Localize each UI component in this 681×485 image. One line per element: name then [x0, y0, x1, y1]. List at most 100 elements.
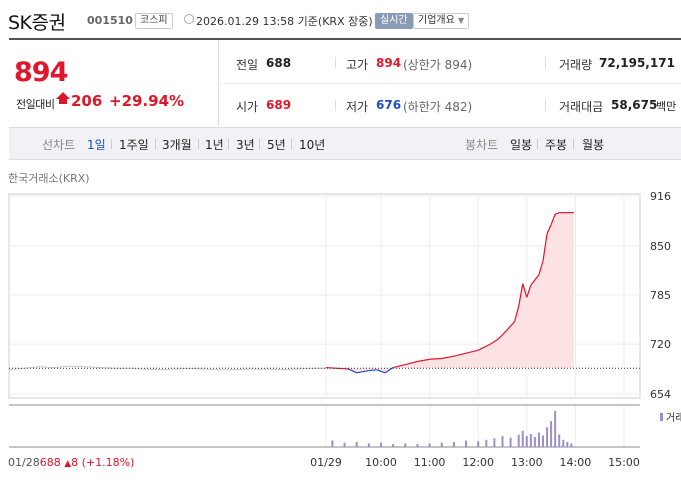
prev-day-price-line — [8, 365, 326, 371]
stat-separator — [335, 57, 336, 69]
volume-bar — [404, 443, 407, 447]
tab-separator — [259, 139, 260, 149]
price-segment — [417, 358, 430, 363]
price-segment — [393, 363, 406, 369]
tab-1week[interactable]: 1주일 — [119, 138, 149, 152]
y-axis-labels: 916 850 785 720 654 — [650, 190, 671, 401]
prev-day-date: 01/28 — [8, 456, 40, 469]
volume-bar — [343, 442, 346, 447]
volume-bar — [416, 444, 419, 447]
low-label: 저가 — [346, 100, 369, 114]
price-segment — [384, 367, 394, 374]
tab-daily-candle[interactable]: 일봉 — [510, 138, 533, 152]
prev-day-pct: (+1.18%) — [81, 456, 135, 469]
line-chart-label: 선차트 — [42, 138, 76, 152]
realtime-button[interactable]: 실시간 — [375, 13, 413, 29]
volume-bar — [477, 441, 480, 447]
price-segment — [498, 330, 507, 340]
volume-bar — [550, 421, 553, 447]
chart-tab-bar — [9, 127, 681, 160]
price-segment — [518, 283, 524, 307]
price-segment — [542, 233, 548, 262]
clock-icon — [184, 14, 194, 24]
price-segment — [429, 357, 442, 360]
current-price: 894 — [14, 57, 68, 88]
price-segment — [405, 360, 418, 366]
tab-3months[interactable]: 3개월 — [162, 138, 192, 152]
y-tick-label: 654 — [650, 388, 671, 401]
tab-separator — [291, 139, 292, 149]
tab-3years[interactable]: 3년 — [236, 138, 255, 152]
volume-bar — [452, 441, 455, 447]
up-triangle-icon: ▲ — [64, 459, 72, 469]
tab-separator — [537, 139, 538, 149]
quote-datetime: 2026.01.29 13:58 기준(KRX 장중) — [196, 15, 373, 28]
price-segment — [526, 284, 532, 298]
volume-bar — [562, 439, 565, 447]
price-segment — [550, 213, 556, 225]
price-segment — [514, 306, 520, 322]
price-segment — [453, 352, 467, 357]
volume-bar — [566, 441, 569, 447]
volume-bar — [554, 411, 557, 447]
market-badge: 코스피 — [135, 13, 173, 29]
tab-1day[interactable]: 1일 — [87, 138, 106, 152]
volume-bar — [521, 430, 524, 447]
volume-bar — [546, 427, 549, 447]
today-price-line — [325, 212, 574, 374]
price-segment — [554, 212, 560, 215]
volume-bar — [465, 440, 468, 447]
prev-day-change: 8 — [71, 456, 79, 469]
stock-name: SK증권 — [8, 12, 66, 34]
prev-close-value: 688 — [266, 56, 292, 70]
y-tick-label: 850 — [650, 240, 671, 253]
volume-bar — [533, 436, 536, 447]
tab-weekly-candle[interactable]: 주봉 — [545, 138, 568, 152]
volume-bar — [331, 440, 334, 447]
tab-separator — [198, 139, 199, 149]
price-segment — [376, 369, 386, 374]
company-overview-dropdown[interactable]: 기업개요 ▼ — [413, 13, 470, 29]
stat-separator — [545, 57, 546, 69]
volume-bar — [392, 444, 395, 447]
open-value: 689 — [266, 98, 292, 112]
volume-legend-swatch — [660, 413, 663, 421]
price-segment — [506, 321, 516, 331]
volume-bar — [501, 436, 504, 447]
x-tick-label: 13:00 — [511, 456, 543, 469]
amount-label: 거래대금 — [559, 100, 604, 114]
price-segment — [546, 224, 552, 235]
header-divider — [9, 38, 681, 40]
stat-separator — [545, 99, 546, 111]
volume-bar — [529, 434, 532, 447]
price-segment — [348, 368, 357, 374]
price-plot-frame — [8, 193, 641, 399]
x-tick-label: 11:00 — [414, 456, 446, 469]
x-tick-label: 15:00 — [608, 456, 640, 469]
volume-bar — [570, 443, 573, 447]
volume-value: 72,195,171 — [599, 56, 675, 70]
chevron-down-icon: ▼ — [458, 16, 465, 25]
prev-day-summary: 01/28688 ▲8 (+1.18%) — [8, 456, 134, 469]
y-tick-label: 720 — [650, 338, 671, 351]
stats-divider — [219, 83, 681, 84]
tab-1year[interactable]: 1년 — [205, 138, 224, 152]
price-divider — [218, 40, 219, 126]
today-price-area — [326, 212, 574, 373]
company-overview-label: 기업개요 — [418, 15, 455, 26]
tab-10years[interactable]: 10년 — [299, 138, 326, 152]
volume-bar — [428, 443, 431, 447]
volume-bar — [380, 442, 382, 447]
up-arrow-icon — [56, 92, 70, 99]
tab-monthly-candle[interactable]: 월봉 — [582, 138, 605, 152]
tab-5years[interactable]: 5년 — [267, 138, 286, 152]
change-value: 206 — [71, 92, 103, 110]
price-segment — [465, 349, 479, 354]
volume-label: 거래량 — [559, 58, 593, 72]
open-label: 시가 — [236, 100, 259, 114]
volume-bar — [558, 434, 561, 447]
lower-limit: (하한가 482) — [403, 100, 473, 114]
volume-bar — [493, 438, 496, 447]
volume-bar — [440, 442, 443, 447]
volume-legend-label: 거래 — [666, 412, 681, 424]
